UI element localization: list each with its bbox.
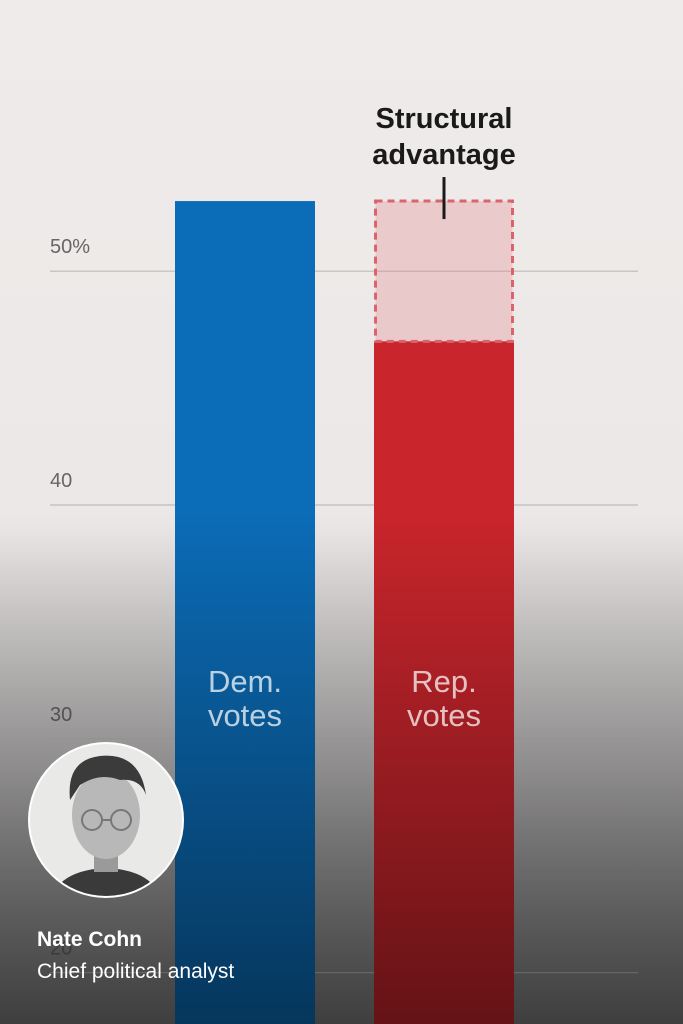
annotation-label: Structural advantage bbox=[372, 103, 516, 172]
y-tick-label: 30 bbox=[50, 704, 72, 726]
author-photo bbox=[28, 742, 184, 898]
author-name: Nate Cohn bbox=[37, 928, 142, 951]
author-role: Chief political analyst bbox=[37, 960, 235, 983]
y-tick-label: 40 bbox=[50, 470, 72, 492]
bar bbox=[175, 201, 315, 1024]
category-label: Dem. votes bbox=[207, 664, 283, 733]
structural-advantage bbox=[374, 199, 514, 343]
y-tick-label: 50% bbox=[50, 236, 90, 258]
category-label: Rep. votes bbox=[406, 664, 482, 733]
